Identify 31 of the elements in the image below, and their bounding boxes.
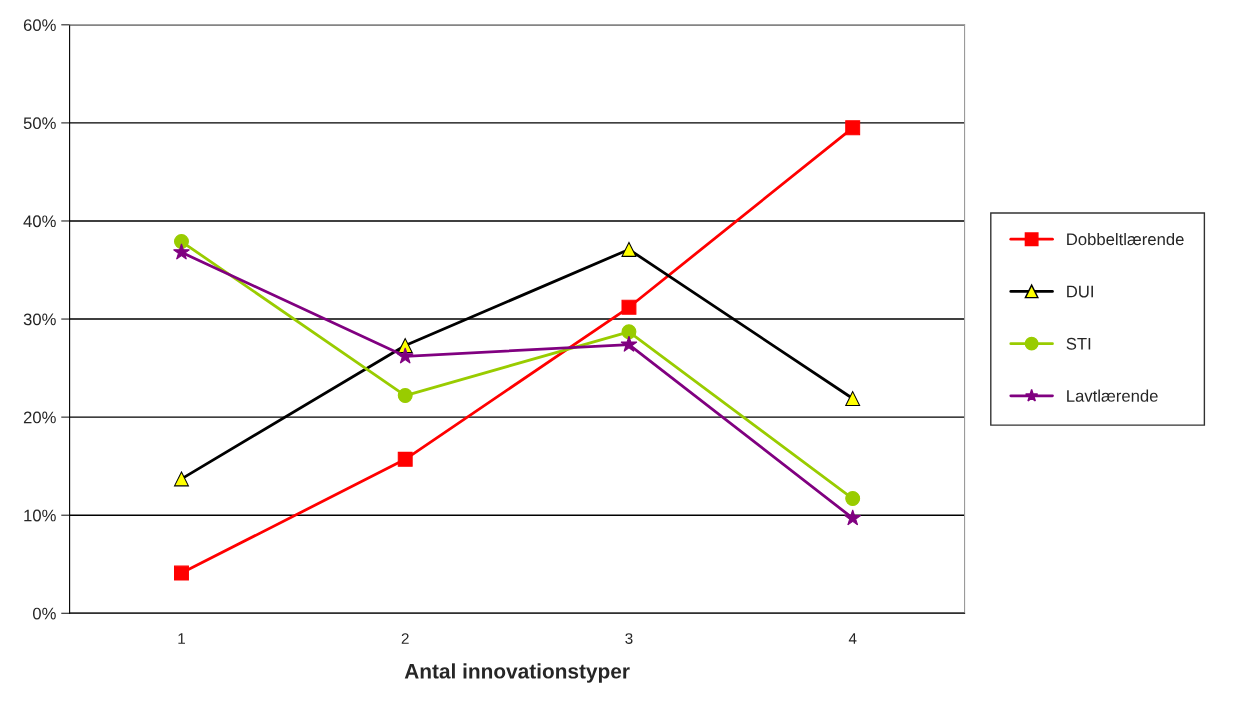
point [174, 234, 189, 250]
point [397, 388, 413, 404]
point [173, 243, 190, 260]
x-axis-title: Antal innovationstyper [404, 663, 630, 683]
y-tick-label: 10% [24, 509, 56, 522]
y-tick-label: 0% [32, 607, 56, 620]
legend-label: Lavtlærende [1067, 389, 1158, 402]
point [845, 120, 861, 136]
point [621, 324, 637, 340]
y-tick-label: 60% [23, 19, 56, 32]
point [174, 471, 189, 487]
x-tick-label: 2 [401, 633, 409, 644]
point [621, 241, 637, 257]
point [621, 299, 637, 315]
x-tick-label: 3 [625, 633, 633, 644]
y-tick-label: 50% [23, 117, 56, 130]
legend-label: Dobbeltlærende [1067, 232, 1184, 246]
y-tick-label: 20% [23, 411, 56, 424]
point [396, 347, 414, 364]
point [845, 391, 861, 406]
y-tick-label: 30% [23, 313, 56, 326]
legend-label: STI [1066, 337, 1091, 350]
point [174, 565, 189, 581]
point [620, 335, 638, 352]
legend-label: DUI [1067, 285, 1093, 298]
y-tick-label: 40% [23, 215, 56, 228]
x-tick-label: 4 [848, 633, 857, 644]
x-tick-label: 1 [178, 633, 185, 644]
point [397, 451, 413, 467]
point [845, 491, 861, 506]
point [844, 509, 862, 526]
